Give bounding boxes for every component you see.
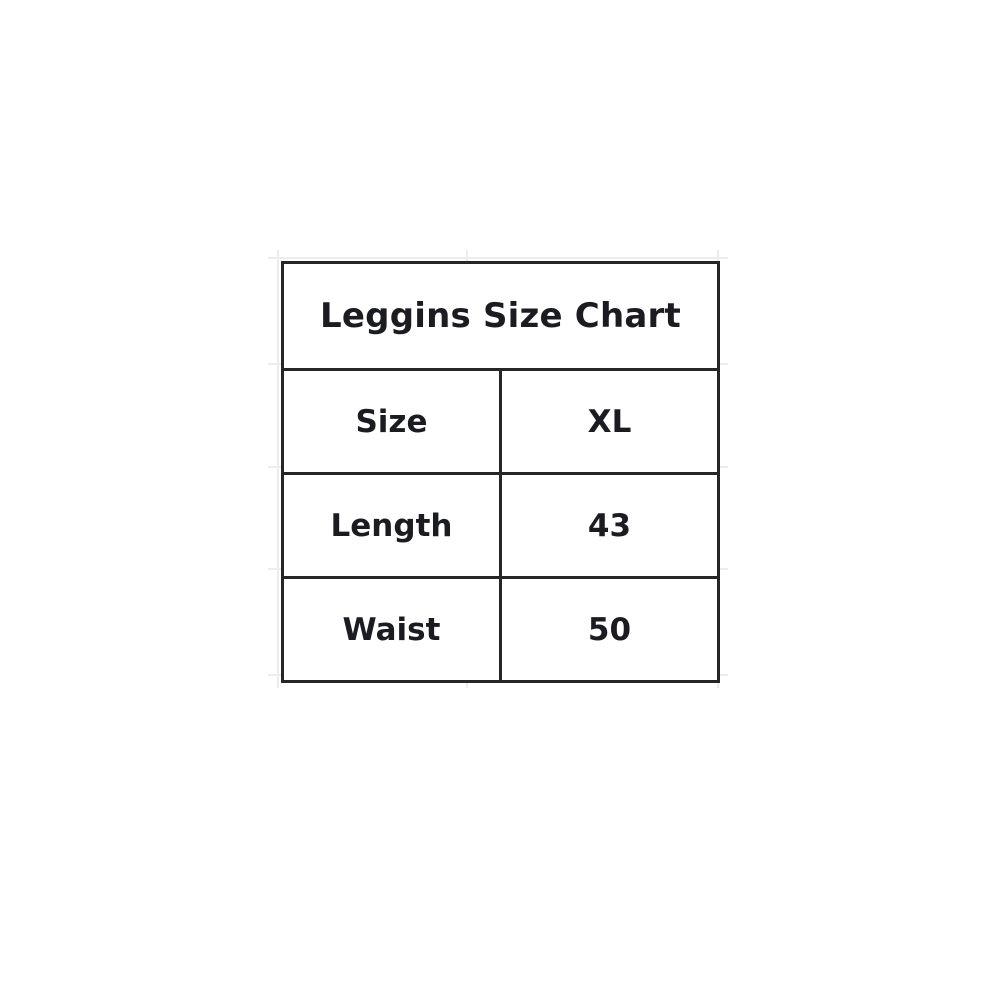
row-value-size: XL (499, 368, 720, 475)
table-row: Waist 50 (281, 576, 720, 683)
size-chart-table: Leggins Size Chart Size XL Length 43 Wai… (281, 261, 720, 683)
row-label-size: Size (281, 368, 502, 475)
table-row-title: Leggins Size Chart (281, 261, 720, 371)
gridline-vertical (277, 250, 279, 688)
row-label-length: Length (281, 472, 502, 579)
row-label-waist: Waist (281, 576, 502, 683)
size-chart-container: Leggins Size Chart Size XL Length 43 Wai… (281, 261, 720, 683)
table-row: Length 43 (281, 472, 720, 579)
row-value-waist: 50 (499, 576, 720, 683)
chart-title: Leggins Size Chart (281, 261, 720, 371)
row-value-length: 43 (499, 472, 720, 579)
gridline-horizontal (268, 257, 728, 259)
table-row: Size XL (281, 368, 720, 475)
